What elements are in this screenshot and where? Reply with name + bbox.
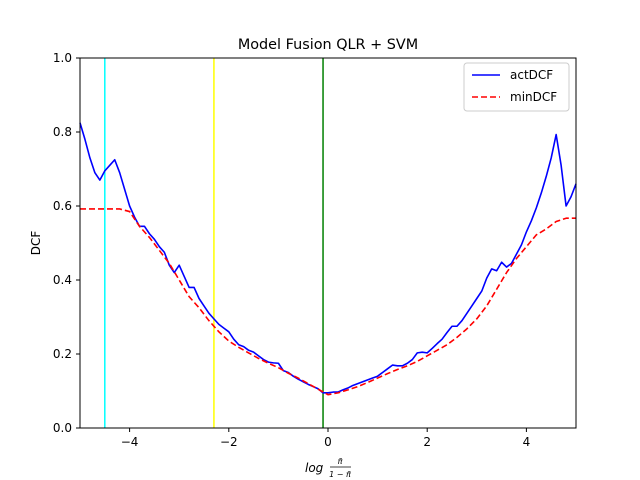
- series-line-minDCF: [80, 208, 576, 396]
- x-tick-label: 0: [324, 435, 332, 449]
- y-axis-ticks: 0.0 0.2 0.4 0.6 0.8 1.0: [53, 51, 80, 435]
- vertical-reference-lines: [104, 58, 324, 428]
- x-axis-label-denominator: 1 − π̃: [329, 470, 351, 479]
- legend-label-minDCF: minDCF: [510, 90, 557, 104]
- series-line-actDCF: [79, 122, 577, 394]
- y-axis-label: DCF: [29, 231, 43, 256]
- x-axis-label: log π̃ 1 − π̃: [305, 457, 351, 479]
- x-axis-ticks: −4 −2 0 2 4: [121, 428, 530, 449]
- x-tick-label: −2: [220, 435, 238, 449]
- y-tick-label: 0.0: [53, 421, 72, 435]
- y-tick-label: 0.8: [53, 125, 72, 139]
- x-tick-label: 4: [523, 435, 531, 449]
- y-tick-label: 0.4: [53, 273, 72, 287]
- x-axis-label-numerator: π̃: [338, 457, 343, 466]
- legend: actDCF minDCF: [463, 62, 570, 112]
- y-tick-label: 0.2: [53, 347, 72, 361]
- x-tick-label: −4: [121, 435, 139, 449]
- y-tick-label: 0.6: [53, 199, 72, 213]
- plot-lines: [79, 122, 577, 396]
- chart-title: Model Fusion QLR + SVM: [238, 37, 418, 53]
- legend-label-actDCF: actDCF: [510, 68, 553, 82]
- x-axis-label-log: log: [305, 461, 324, 475]
- y-tick-label: 1.0: [53, 51, 72, 65]
- x-tick-label: 2: [423, 435, 431, 449]
